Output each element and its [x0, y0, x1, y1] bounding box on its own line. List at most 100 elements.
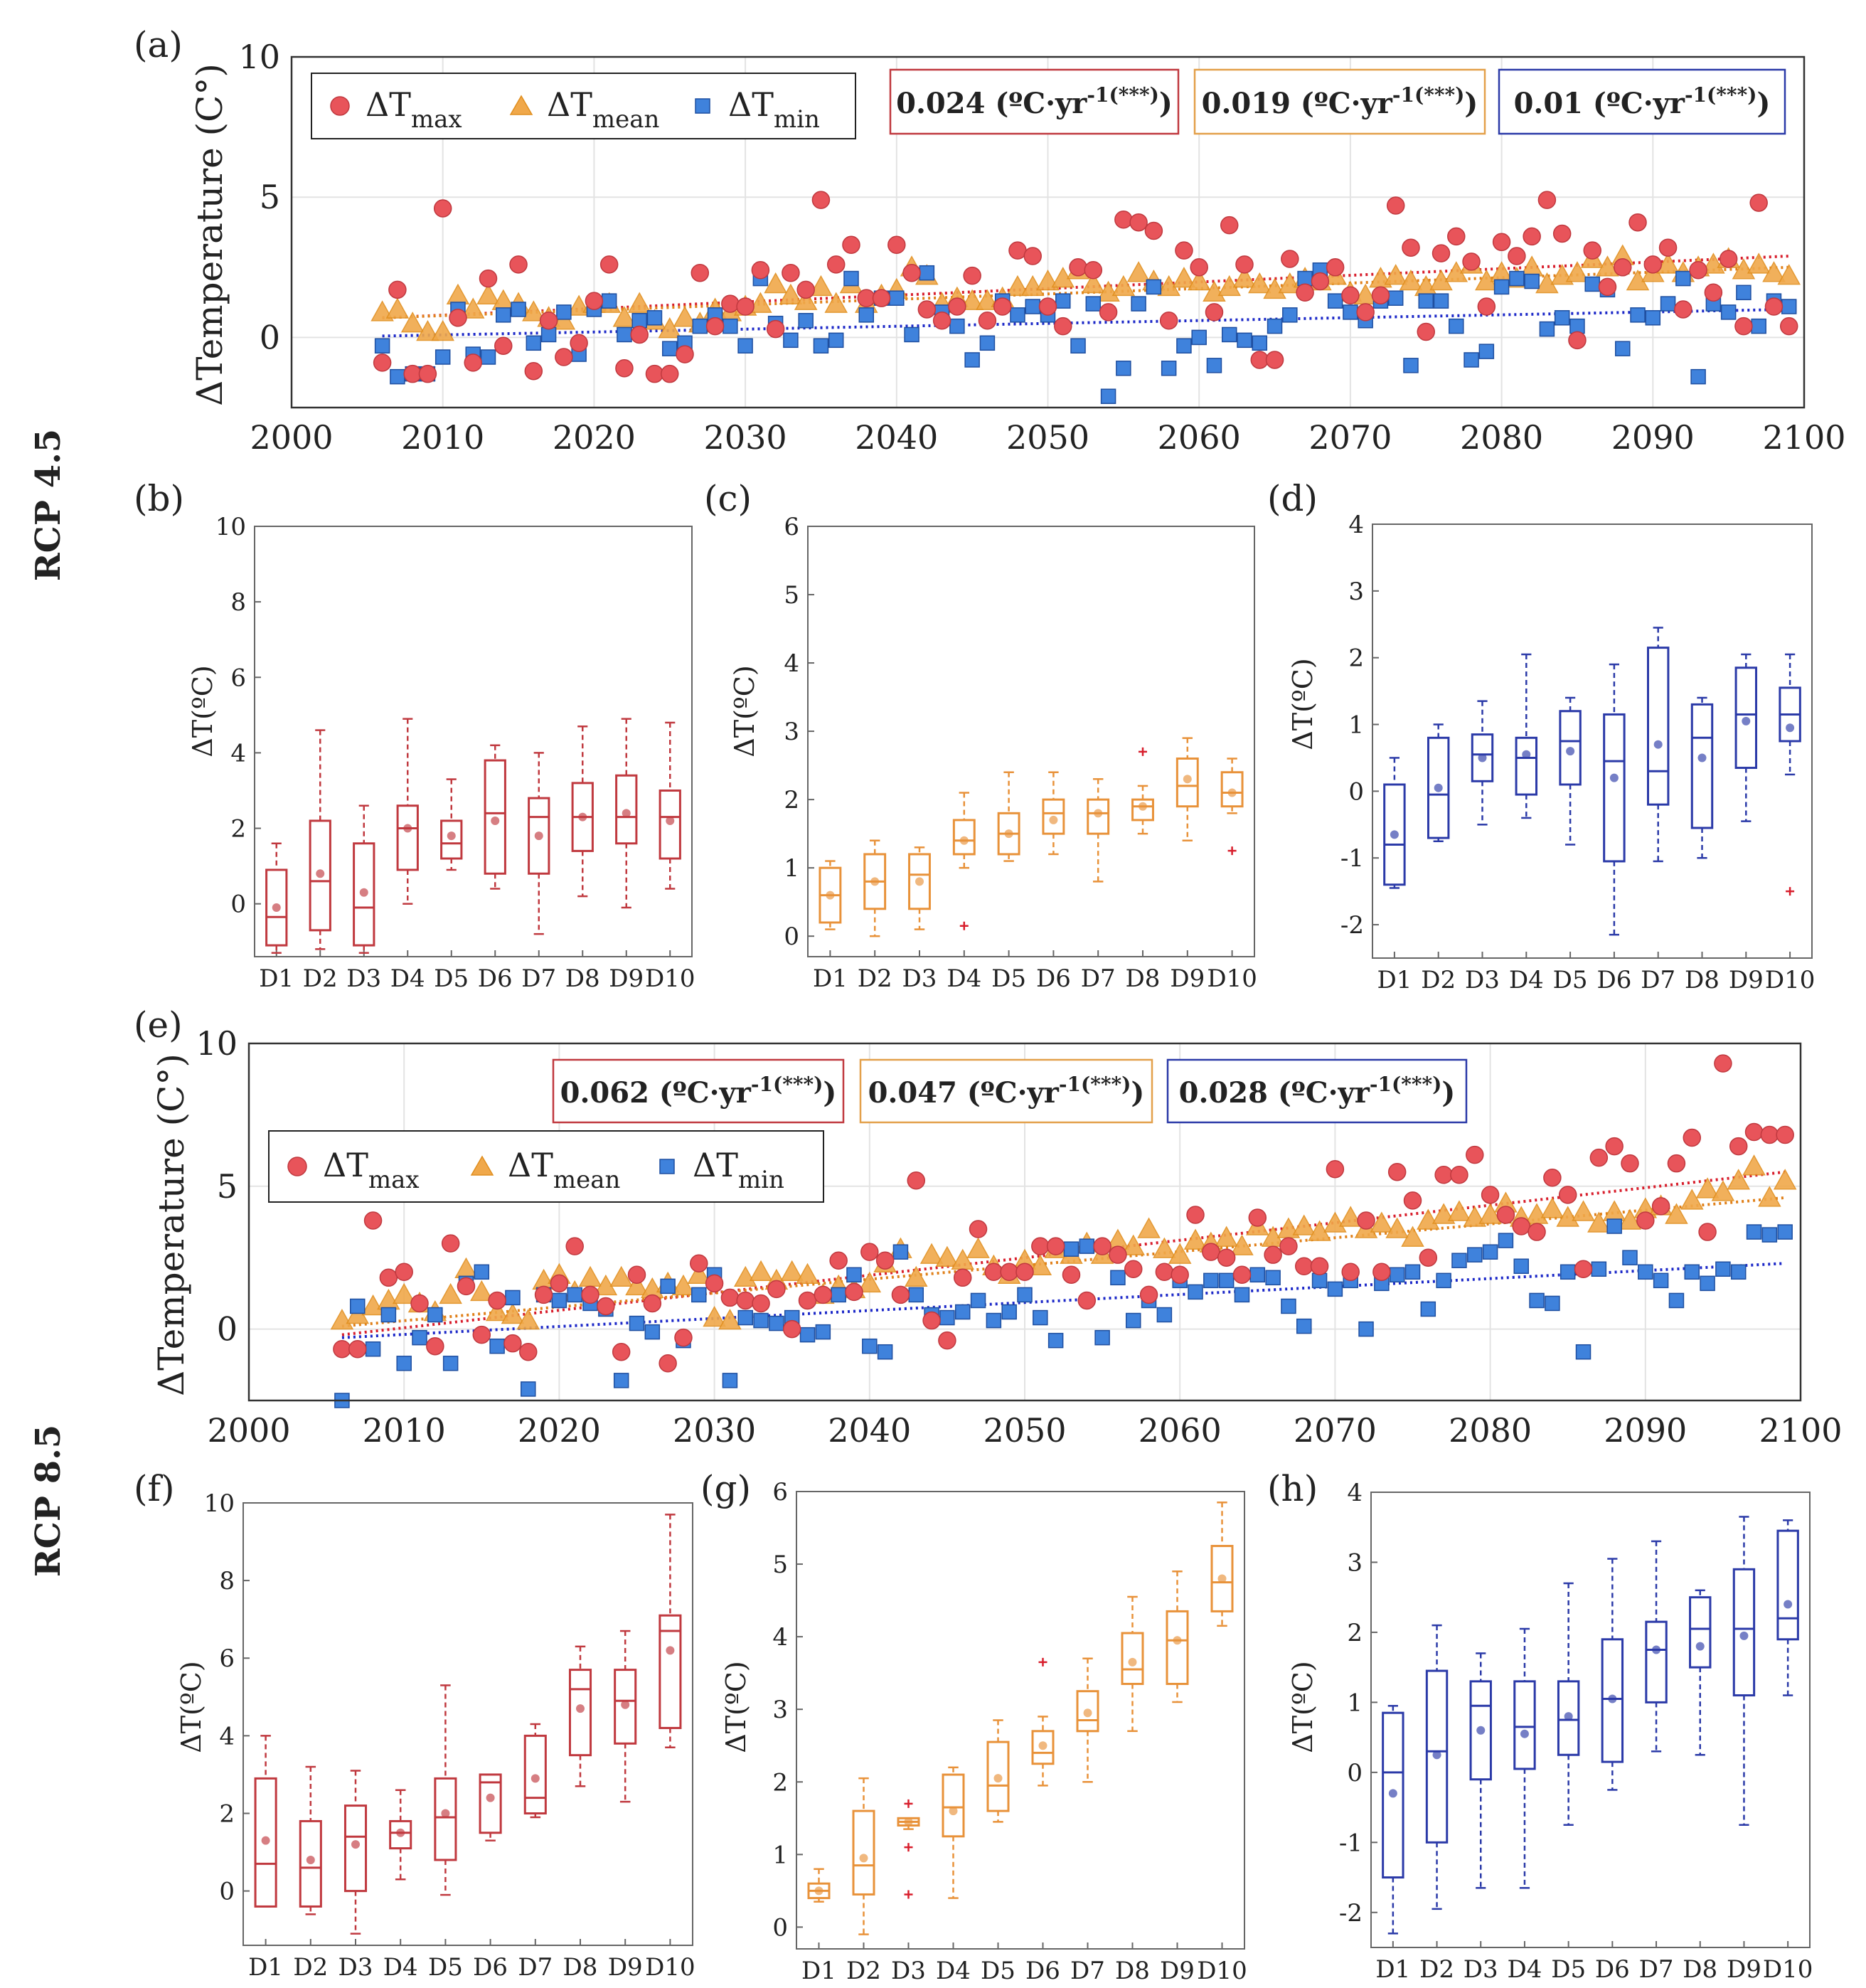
panel-a-min-point — [723, 318, 738, 334]
panel-d-mean-dot — [1522, 750, 1531, 759]
panel-d-mean-dot — [1434, 783, 1443, 792]
panel-c-xtick-label: D7 — [1081, 964, 1116, 993]
panel-a-max-point — [963, 266, 981, 285]
panel-e-min-point — [1746, 1224, 1762, 1240]
panel-a-mean-point — [461, 297, 485, 319]
panel-e-max-point — [1015, 1263, 1034, 1282]
panel-f-xtick-label: D3 — [338, 1953, 373, 1982]
rate-superscript: -1(***) — [1370, 1073, 1442, 1096]
panel-a-max-point — [1552, 224, 1572, 243]
panel-e-max-point — [1481, 1186, 1500, 1204]
panel-a-max-point — [1175, 241, 1193, 260]
panel-e-mean-point — [1401, 1226, 1424, 1247]
panel-e-max-point — [612, 1342, 631, 1361]
panel-a-max-point — [796, 280, 815, 299]
panel-a-max-point — [1281, 250, 1299, 268]
panel-e-min-point — [1327, 1281, 1343, 1297]
panel-a-mean-point — [1278, 272, 1302, 294]
panel-a-mean-point — [1232, 267, 1257, 288]
panel-a-mean-point — [431, 319, 454, 341]
panel-a-min-point — [737, 338, 753, 354]
panel-a-min-point — [374, 338, 390, 354]
panel-a-max-point — [1658, 238, 1678, 257]
panel-a-max-point — [1704, 283, 1723, 302]
panel-b-ytick-label: 8 — [230, 588, 246, 617]
panel-b-mean-dot — [447, 831, 456, 841]
panel-f-box — [523, 1734, 547, 1814]
panel-e-min-point — [365, 1341, 381, 1357]
panel-a-max-point — [842, 235, 860, 254]
panel-f-mean-dot — [261, 1836, 270, 1845]
panel-c-mean-dot — [1094, 809, 1103, 818]
panel-b-box — [615, 774, 638, 845]
panel-f-xtick-label: D5 — [428, 1953, 463, 1982]
panel-d-outlier — [1786, 887, 1795, 896]
panel-e-mean-point — [361, 1294, 385, 1316]
panel-e-min-point — [1156, 1307, 1173, 1323]
panel-g-label: (g) — [700, 1468, 751, 1509]
panel-e-min-point — [660, 1278, 676, 1295]
panel-f-box — [299, 1819, 322, 1908]
panel-f-mean-dot — [666, 1646, 675, 1655]
panel-a-min-point — [480, 349, 496, 365]
panel-e-mean-point — [392, 1282, 416, 1304]
panel-g-box — [1166, 1610, 1189, 1685]
panel-e-mean-point — [703, 1305, 726, 1327]
panel-e-min-point — [427, 1307, 443, 1323]
panel-e-mean-point — [1587, 1211, 1611, 1233]
panel-e-max-point — [534, 1285, 553, 1304]
panel-e-rate-box — [1166, 1058, 1468, 1124]
panel-f-ytick-label: 8 — [219, 1567, 235, 1595]
panel-a-min-point — [1116, 361, 1131, 376]
panel-a-mean-point — [522, 300, 545, 321]
panel-d-ytick-label: -1 — [1340, 844, 1364, 873]
panel-e-min-point — [799, 1327, 816, 1343]
panel-a-min-point — [692, 318, 708, 334]
panel-g-box — [852, 1809, 875, 1896]
panel-a-min-point — [979, 335, 996, 351]
panel-a-mean-point — [794, 289, 818, 310]
panel-a-min-point — [1433, 293, 1449, 309]
panel-a-mean-point — [1126, 261, 1151, 282]
panel-d-box — [1559, 710, 1582, 786]
panel-a-max-point — [1537, 191, 1557, 209]
panel-e-max-point — [1186, 1206, 1205, 1224]
rate-value: 0.062 — [560, 1076, 649, 1110]
panel-e-mean-point — [1323, 1211, 1347, 1233]
panel-d-xtick-label: D9 — [1729, 966, 1764, 994]
panel-f-mean-dot — [396, 1828, 405, 1837]
legend-symbol: ΔT — [508, 1146, 553, 1184]
panel-a-min-point — [1010, 307, 1025, 323]
panel-e-mean-point — [1773, 1169, 1797, 1190]
panel-h-ytick-label: 3 — [1347, 1548, 1363, 1577]
panel-f-frame — [242, 1502, 693, 1946]
panel-e-max-point — [1403, 1191, 1422, 1210]
panel-e-min-point — [412, 1329, 427, 1346]
panel-a-max-point — [1235, 255, 1254, 274]
rate-value: 0.01 — [1514, 87, 1583, 120]
panel-a-rate-label: 0.024 (ºC·yr-1(***)) — [896, 83, 1173, 120]
panel-e-max-point — [969, 1220, 988, 1238]
panel-c-box — [952, 819, 976, 856]
panel-e-min-point — [1033, 1309, 1048, 1326]
panel-c-xtick-label: D9 — [1170, 964, 1205, 993]
panel-e-max-point — [348, 1339, 367, 1359]
panel-e-mean-point — [858, 1271, 882, 1293]
scenario-label-rcp85: RCP 8.5 — [28, 1425, 68, 1577]
panel-a-min-point — [1252, 335, 1268, 351]
rate-unit: (ºC·yr — [1268, 1076, 1370, 1110]
panel-h-mean-dot — [1564, 1712, 1573, 1721]
legend-subscript: min — [774, 105, 820, 134]
panel-a-xtick-label: 2070 — [1308, 418, 1392, 457]
panel-a-max-point — [691, 263, 710, 282]
panel-a-xtick-label: 2100 — [1762, 418, 1845, 457]
panel-d-box — [1471, 733, 1494, 782]
panel-e-max-point — [1139, 1285, 1158, 1304]
panel-e-min-point — [954, 1304, 971, 1320]
panel-a-rate-box — [889, 68, 1180, 135]
panel-a-min-point — [434, 349, 451, 365]
panel-h-box — [1601, 1638, 1624, 1763]
panel-h-mean-dot — [1695, 1642, 1705, 1651]
legend-subscript: max — [368, 1166, 420, 1194]
panel-g-box — [1210, 1545, 1234, 1612]
